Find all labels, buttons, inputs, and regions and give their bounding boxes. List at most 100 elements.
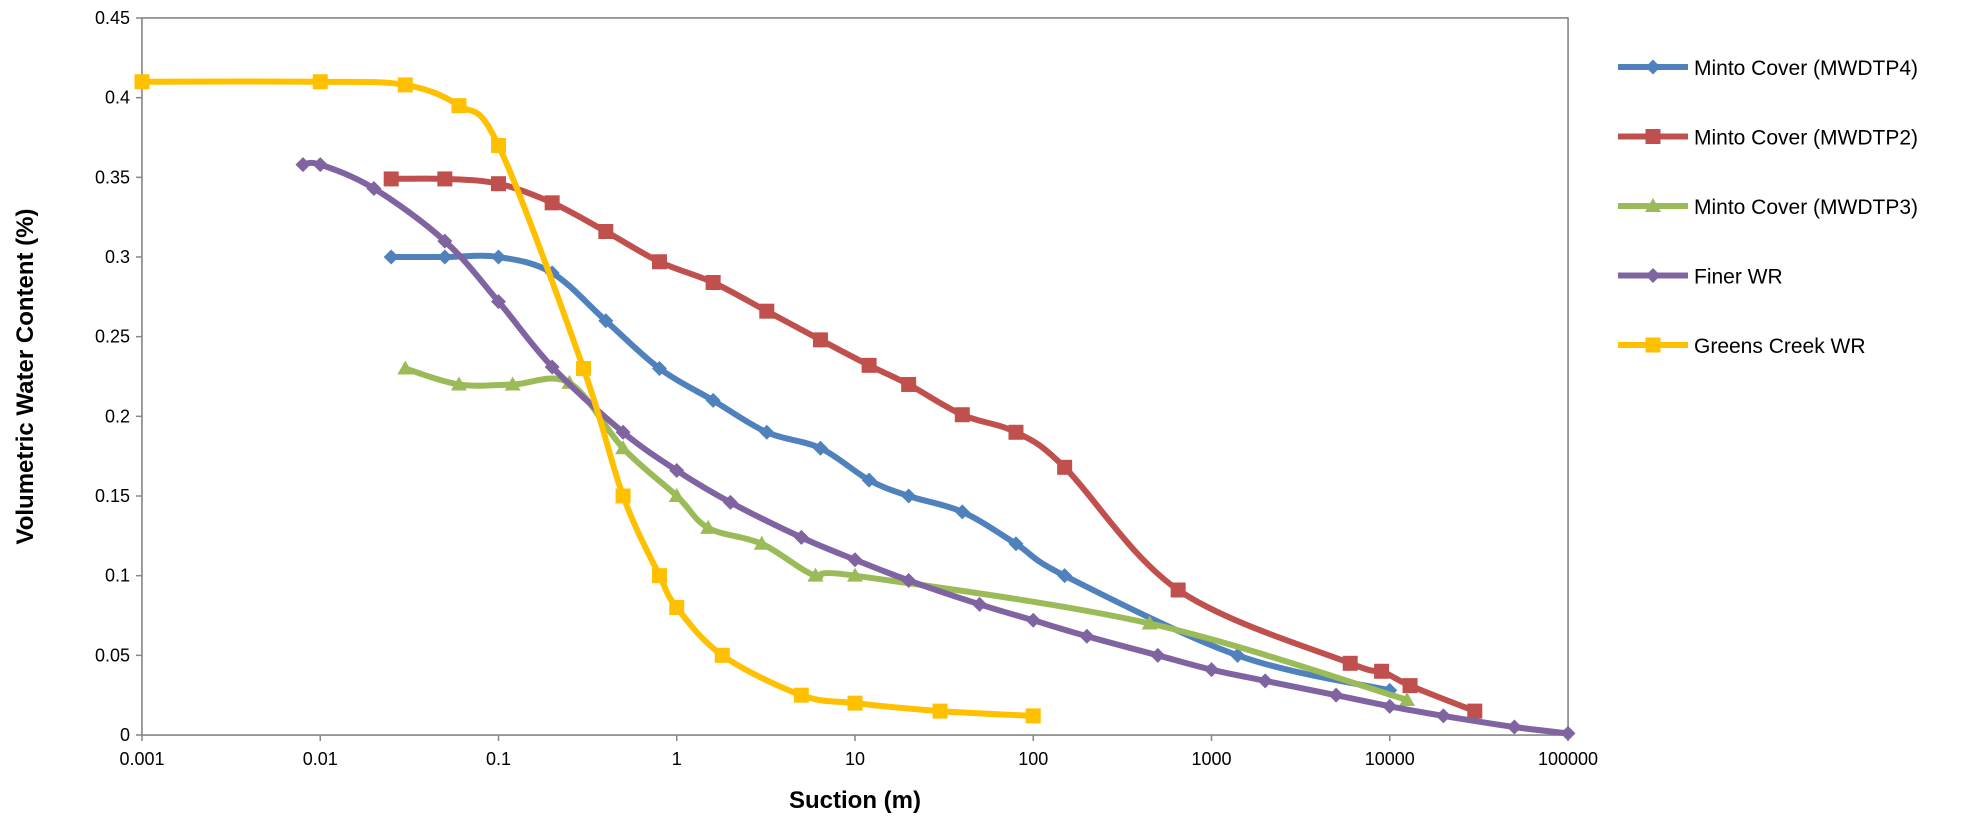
legend-label: Minto Cover (MWDTP3): [1694, 196, 1918, 219]
plot-frame: [141, 17, 1569, 736]
data-point: [1230, 647, 1246, 663]
data-point: [1560, 725, 1576, 741]
data-point: [504, 376, 521, 391]
series-4: [295, 157, 1576, 741]
data-point: [861, 472, 877, 488]
series-line: [300, 159, 1571, 737]
data-point: [1382, 698, 1398, 714]
data-point: [847, 695, 863, 711]
data-point: [1399, 691, 1416, 706]
data-point: [1141, 615, 1158, 630]
x-tick-label: 100: [1018, 749, 1048, 769]
data-point: [668, 488, 685, 502]
data-point: [1506, 719, 1522, 735]
data-point: [544, 195, 560, 211]
data-point: [615, 488, 631, 504]
legend: Minto Cover (MWDTP4) Minto Cover (MWDTP2)…: [1618, 57, 1918, 358]
legend-label: Minto Cover (MWDTP4): [1694, 57, 1918, 80]
data-point: [491, 137, 506, 153]
data-point: [759, 424, 775, 440]
data-point: [1467, 703, 1483, 719]
data-point: [383, 171, 399, 187]
data-point: [383, 249, 399, 265]
data-point: [134, 74, 150, 90]
data-point: [437, 249, 453, 265]
x-tick-label: 0.001: [119, 749, 164, 769]
data-point: [705, 274, 721, 290]
data-point: [861, 357, 877, 373]
y-tick-label: 0: [120, 725, 130, 745]
data-point: [1257, 673, 1273, 689]
data-point: [366, 180, 382, 196]
data-point: [807, 567, 824, 582]
data-point: [437, 233, 453, 249]
data-point: [700, 519, 717, 534]
data-point: [312, 157, 328, 173]
data-point: [651, 361, 667, 377]
legend-swatch-marker: [1645, 337, 1661, 353]
legend-item: Minto Cover (MWDTP4): [1618, 57, 1918, 80]
series-2: [383, 171, 1483, 719]
data-point: [397, 360, 414, 375]
data-point: [954, 407, 970, 423]
legend-swatch-marker: [1645, 268, 1661, 283]
data-point: [1435, 708, 1451, 724]
data-point: [847, 552, 863, 568]
data-point: [651, 254, 667, 270]
data-point: [397, 77, 413, 93]
data-point: [450, 376, 467, 391]
y-tick-label: 0.2: [105, 406, 130, 426]
data-point: [793, 529, 809, 545]
legend-swatch-marker: [1645, 129, 1661, 144]
series-3: [397, 360, 1416, 706]
x-tick-label: 1: [672, 749, 682, 769]
y-tick-label: 0.1: [105, 566, 130, 586]
y-tick-label: 0.4: [105, 88, 130, 108]
data-point: [669, 600, 685, 616]
data-point: [451, 98, 467, 114]
data-point: [714, 647, 730, 663]
data-point: [651, 568, 667, 584]
x-axis-title: Suction (m): [789, 787, 921, 814]
legend-item: Minto Cover (MWDTP2): [1618, 127, 1918, 150]
data-point: [615, 440, 632, 455]
data-point: [705, 392, 721, 408]
legend-item: Minto Cover (MWDTP3): [1618, 196, 1918, 219]
data-point: [1079, 628, 1095, 644]
data-point: [1328, 687, 1344, 703]
legend-label: Minto Cover (MWDTP2): [1694, 127, 1918, 150]
series-layer: [134, 74, 1576, 741]
data-point: [972, 596, 988, 612]
y-tick-label: 0.05: [95, 645, 130, 665]
data-point: [544, 359, 560, 375]
legend-swatch-marker: [1645, 59, 1661, 75]
legend-item: Greens Creek WR: [1618, 335, 1866, 358]
data-point: [598, 224, 614, 240]
x-tick-label: 1000: [1191, 749, 1231, 769]
data-point: [1170, 582, 1186, 598]
data-point: [847, 567, 863, 582]
data-point: [932, 703, 948, 719]
data-point: [1204, 662, 1219, 678]
legend-label: Greens Creek WR: [1694, 335, 1866, 358]
y-axis-ticks: 0 0.05 0.1 0.15 0.2 0.25 0.3 0.35 0.4 0.45: [95, 8, 130, 745]
data-point: [1342, 655, 1358, 671]
y-tick-label: 0.45: [95, 8, 130, 28]
x-tick-label: 100000: [1538, 749, 1598, 769]
legend-swatch-marker: [1645, 198, 1661, 212]
y-tick-label: 0.3: [105, 247, 130, 267]
x-axis-ticks: 0.001 0.01 0.1 1 10 100 1000 10000 100000: [119, 749, 1598, 769]
data-point: [491, 176, 506, 192]
data-point: [1025, 612, 1041, 628]
data-point: [1025, 708, 1041, 724]
y-tick-label: 0.25: [95, 327, 130, 347]
legend-item: Finer WR: [1618, 266, 1783, 289]
data-point: [1057, 568, 1073, 584]
x-tick-label: 10000: [1365, 749, 1415, 769]
data-point: [615, 424, 631, 440]
data-point: [901, 488, 917, 504]
legend-label: Finer WR: [1694, 266, 1783, 289]
y-tick-label: 0.35: [95, 167, 130, 187]
x-tick-label: 0.1: [486, 749, 511, 769]
x-tick-label: 10: [845, 749, 865, 769]
